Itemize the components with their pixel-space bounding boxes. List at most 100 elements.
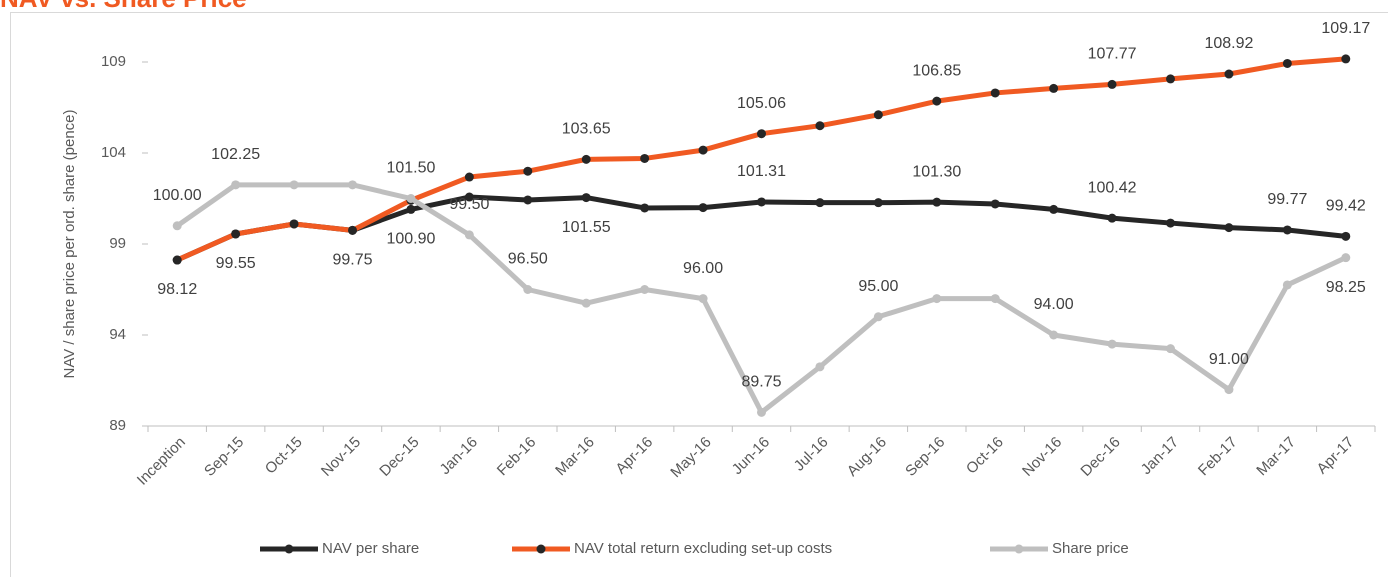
- series-marker: [932, 197, 942, 207]
- series-marker: [348, 225, 357, 235]
- series-marker: [1224, 385, 1234, 395]
- series-marker: [464, 192, 474, 202]
- series-marker: [1341, 253, 1351, 263]
- data-label: 99.75: [332, 252, 372, 269]
- series-marker: [1282, 58, 1292, 68]
- data-label: 107.77: [1088, 46, 1137, 63]
- x-tick-label: Nov-16: [1019, 434, 1065, 480]
- series-marker: [640, 153, 650, 163]
- y-tick-label: 94: [109, 326, 126, 343]
- series-marker: [581, 298, 591, 308]
- series-marker: [172, 255, 182, 265]
- x-tick-label: May-16: [667, 434, 714, 481]
- series-marker: [1224, 223, 1234, 233]
- series-marker: [523, 195, 533, 205]
- data-label: 99.77: [1267, 191, 1307, 208]
- legend-marker: [1014, 544, 1024, 554]
- x-tick-label: Jan-16: [437, 434, 481, 478]
- series-marker: [873, 110, 883, 120]
- data-label: 98.12: [157, 281, 197, 298]
- series-marker: [1166, 344, 1175, 354]
- series-marker: [932, 96, 942, 106]
- series-marker: [990, 199, 1000, 209]
- x-tick-label: Oct-16: [963, 434, 1007, 478]
- series-marker: [1341, 54, 1351, 64]
- data-label: 95.00: [858, 278, 898, 295]
- data-label: 99.50: [449, 196, 489, 213]
- data-label: 100.90: [386, 231, 435, 248]
- x-tick-label: Mar-17: [1253, 434, 1299, 480]
- x-tick-label: Oct-15: [262, 434, 306, 478]
- chart-frame: [10, 12, 1388, 577]
- data-label: 94.00: [1034, 296, 1074, 313]
- series-marker: [581, 193, 591, 203]
- data-label: 89.75: [741, 374, 781, 391]
- x-tick-label: Sep-15: [201, 434, 247, 480]
- y-axis-label: NAV / share price per ord. share (pence): [61, 109, 78, 378]
- series-marker: [990, 294, 1000, 304]
- series-marker: [406, 194, 416, 203]
- x-tick-label: Apr-17: [1314, 434, 1358, 478]
- series-marker: [698, 203, 708, 213]
- series-marker: [289, 180, 299, 190]
- series-marker: [815, 362, 825, 372]
- series-marker: [581, 154, 591, 164]
- series-marker: [757, 129, 766, 139]
- series-marker: [1282, 225, 1292, 235]
- y-tick-label: 104: [101, 144, 126, 161]
- legend-label: NAV per share: [322, 540, 419, 557]
- x-tick-label: Feb-17: [1195, 434, 1241, 480]
- series-marker: [1049, 83, 1059, 93]
- legend-marker: [284, 544, 294, 554]
- legend-label: Share price: [1052, 540, 1129, 557]
- x-tick-label: Sep-16: [902, 434, 948, 480]
- data-label: 99.55: [216, 255, 256, 272]
- data-label: 102.25: [211, 146, 260, 163]
- series-marker: [757, 407, 766, 417]
- data-label: 105.06: [737, 95, 786, 112]
- x-tick-label: Mar-16: [552, 434, 598, 480]
- series-marker: [464, 172, 474, 182]
- y-tick-label: 89: [109, 417, 126, 434]
- series-marker: [231, 229, 241, 239]
- series-marker: [1049, 204, 1059, 214]
- y-tick-label: 109: [101, 53, 126, 70]
- data-label: 100.42: [1088, 179, 1137, 196]
- data-label: 106.85: [912, 62, 961, 79]
- data-label: 91.00: [1209, 351, 1249, 368]
- series-marker: [815, 198, 825, 208]
- series-marker: [1166, 218, 1175, 228]
- data-label: 98.25: [1326, 279, 1366, 296]
- data-label: 99.42: [1326, 198, 1366, 215]
- series-marker: [1282, 280, 1292, 290]
- series-marker: [1107, 213, 1117, 223]
- legend-label: NAV total return excluding set-up costs: [574, 540, 832, 557]
- data-label: 96.50: [508, 251, 548, 268]
- data-label: 101.31: [737, 163, 786, 180]
- series-marker: [523, 285, 533, 294]
- legend-marker: [536, 544, 546, 554]
- series-marker: [815, 121, 825, 131]
- series-marker: [698, 145, 708, 155]
- series-marker: [289, 219, 299, 229]
- series-marker: [172, 221, 182, 231]
- x-tick-label: Jan-17: [1138, 434, 1182, 478]
- data-label: 103.65: [562, 121, 611, 138]
- data-label: 109.17: [1321, 20, 1370, 37]
- x-tick-label: Feb-16: [494, 434, 540, 480]
- y-tick-label: 99: [109, 235, 126, 252]
- series-marker: [1049, 330, 1059, 340]
- x-tick-label: Nov-15: [318, 434, 364, 480]
- series-marker: [757, 197, 766, 207]
- x-tick-label: Aug-16: [844, 434, 890, 480]
- series-marker: [640, 285, 650, 294]
- series-marker: [464, 230, 474, 240]
- data-label: 101.55: [562, 219, 611, 236]
- data-label: 101.30: [912, 163, 961, 180]
- x-tick-label: Jul-16: [791, 434, 832, 475]
- data-label: 96.00: [683, 260, 723, 277]
- series-marker: [1166, 74, 1175, 84]
- x-tick-label: Jun-16: [729, 434, 773, 478]
- x-tick-label: Inception: [134, 434, 189, 489]
